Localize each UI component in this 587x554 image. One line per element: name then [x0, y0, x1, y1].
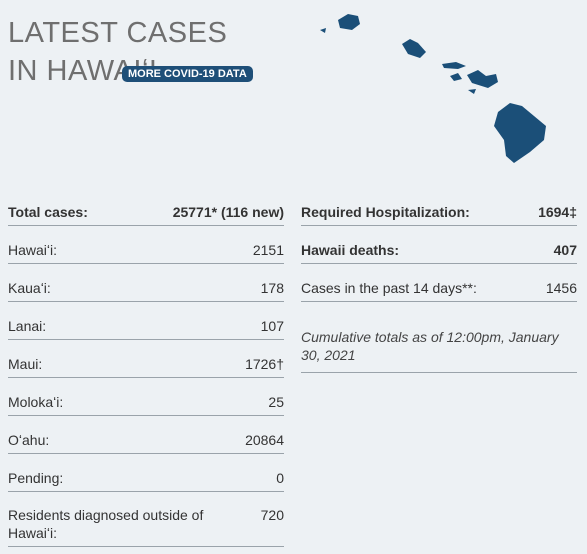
row-value: 2151 — [252, 242, 284, 258]
table-row: Molokaʻi: 25 — [8, 378, 284, 416]
row-value: 1694‡ — [538, 204, 577, 220]
table-row: Residents diagnosed outside of Hawaiʻi: 7… — [8, 492, 284, 547]
row-label: Residents diagnosed outside of Hawaiʻi: — [8, 507, 204, 541]
table-row: Hawaii deaths: 407 — [301, 226, 577, 264]
footnote: Cumulative totals as of 12:00pm, January… — [301, 302, 577, 373]
row-value: 25771* (116 new) — [172, 204, 284, 220]
row-value: 1456 — [545, 280, 577, 296]
row-value: 178 — [260, 280, 284, 296]
row-label: Total cases: — [8, 204, 88, 220]
table-row: Total cases: 25771* (116 new) — [8, 188, 284, 226]
right-table: Required Hospitalization: 1694‡ Hawaii dea… — [301, 188, 577, 373]
table-row: Kauaʻi: 178 — [8, 264, 284, 302]
row-label: Oʻahu: — [8, 432, 50, 448]
row-label: Molokaʻi: — [8, 394, 64, 410]
row-label: Hawaiʻi: — [8, 242, 58, 258]
table-row: Oʻahu: 20864 — [8, 416, 284, 454]
row-value: 0 — [276, 470, 284, 486]
table-row: Hawaiʻi: 2151 — [8, 226, 284, 264]
table-row: Required Hospitalization: 1694‡ — [301, 188, 577, 226]
row-value: 407 — [553, 242, 577, 258]
table-row: Maui: 1726† — [8, 340, 284, 378]
row-value: 720 — [260, 507, 284, 523]
row-label: Lanai: — [8, 318, 47, 334]
more-data-button[interactable]: MORE COVID-19 DATA — [122, 66, 253, 82]
row-label: Pending: — [8, 470, 64, 486]
row-label: Required Hospitalization: — [301, 204, 470, 220]
row-label: Cases in the past 14 days**: — [301, 280, 477, 296]
island-map — [320, 14, 546, 163]
table-row: Cases in the past 14 days**: 1456 — [301, 264, 577, 302]
row-value: 107 — [260, 318, 284, 334]
row-value: 1726† — [245, 356, 284, 372]
table-row: Lanai: 107 — [8, 302, 284, 340]
left-table: Total cases: 25771* (116 new) Hawaiʻi: 2151… — [8, 188, 284, 547]
row-label: Kauaʻi: — [8, 280, 51, 296]
row-value: 25 — [268, 394, 284, 410]
row-value: 20864 — [245, 432, 284, 448]
row-label: Hawaii deaths: — [301, 242, 400, 258]
row-label: Maui: — [8, 356, 43, 372]
table-row: Pending: 0 — [8, 454, 284, 492]
